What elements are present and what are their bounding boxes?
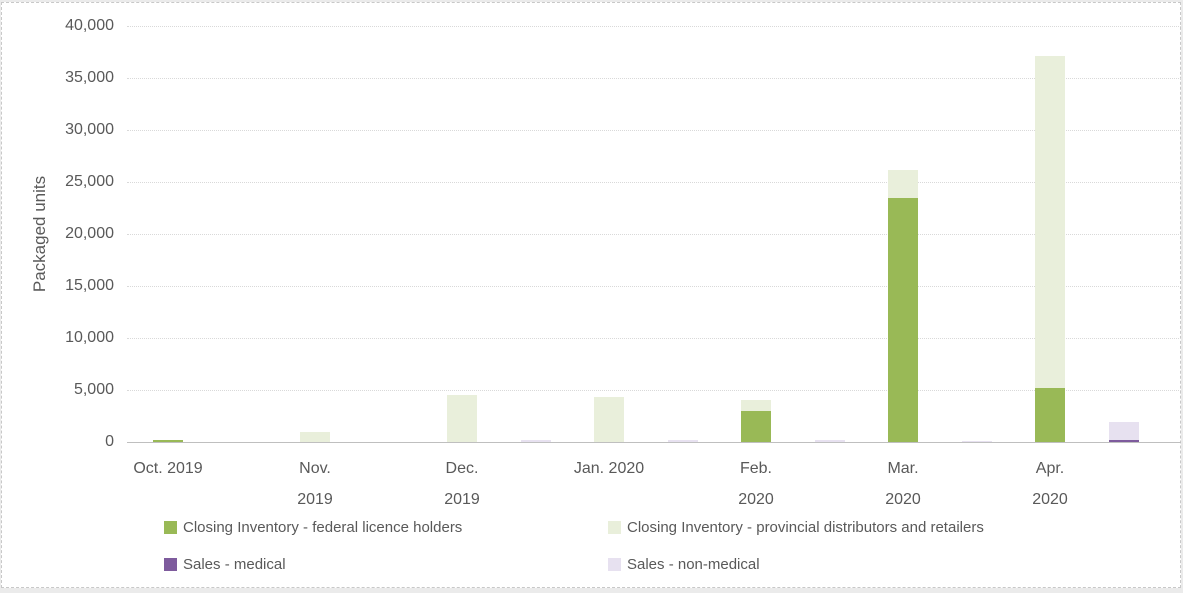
x-tick-label: Jan. 2020 (573, 460, 645, 477)
y-tick-label: 25,000 (65, 173, 114, 190)
bar-segment-closing-inventory-provincial-distributors-and-retailers (741, 400, 771, 411)
legend-swatch-sales-non-medical (608, 557, 621, 571)
legend-label-sales-non-medical: Sales - non-medical (627, 555, 760, 573)
bar-segment-sales-medical (1109, 439, 1139, 442)
bar-segment-closing-inventory-federal-licence-holders (1035, 387, 1065, 442)
bar-segment-sales-non-medical (815, 439, 845, 442)
x-tick-label: Nov. 2019 (297, 460, 333, 508)
y-tick-label: 10,000 (65, 329, 114, 346)
bar-segment-closing-inventory-provincial-distributors-and-retailers (300, 432, 330, 442)
legend-item-closing-inventory-federal: Closing Inventory - federal licence hold… (164, 516, 608, 538)
x-axis-line (127, 442, 1181, 443)
gridline (127, 26, 1181, 27)
bar-segment-closing-inventory-federal-licence-holders (888, 197, 918, 442)
x-tick-label: Apr. 2020 (1032, 460, 1068, 508)
bar-segment-closing-inventory-provincial-distributors-and-retailers (594, 397, 624, 442)
legend-label-closing-inventory-federal: Closing Inventory - federal licence hold… (183, 518, 463, 536)
legend-label-sales-medical: Sales - medical (183, 555, 286, 573)
bar-segment-closing-inventory-provincial-distributors-and-retailers (1035, 56, 1065, 388)
bar-segment-sales-non-medical (1109, 422, 1139, 440)
legend-label-closing-inventory-provincial: Closing Inventory - provincial distribut… (627, 518, 984, 536)
gridline (127, 234, 1181, 235)
gridline (127, 182, 1181, 183)
gridline (127, 286, 1181, 287)
bar-segment-closing-inventory-provincial-distributors-and-retailers (888, 169, 918, 198)
y-tick-label: 35,000 (65, 69, 114, 86)
bar-segment-sales-non-medical (668, 439, 698, 442)
y-tick-label: 20,000 (65, 225, 114, 242)
y-tick-label: 0 (105, 433, 114, 450)
legend-swatch-closing-inventory-provincial (608, 520, 621, 534)
y-tick-label: 15,000 (65, 277, 114, 294)
legend-swatch-sales-medical (164, 557, 177, 571)
legend-item-sales-non-medical: Sales - non-medical (608, 553, 984, 575)
bar-segment-closing-inventory-federal-licence-holders (153, 440, 183, 442)
y-tick-label: 40,000 (65, 17, 114, 34)
gridline (127, 78, 1181, 79)
x-tick-label: Mar. 2020 (885, 460, 921, 508)
x-tick-label: Feb. 2020 (738, 460, 774, 508)
legend-item-closing-inventory-provincial: Closing Inventory - provincial distribut… (608, 516, 984, 538)
bar-segment-sales-non-medical (521, 439, 551, 442)
bar-segment-closing-inventory-provincial-distributors-and-retailers (447, 394, 477, 442)
x-tick-label: Oct. 2019 (133, 460, 203, 477)
bar-segment-closing-inventory-federal-licence-holders (741, 410, 771, 442)
legend-item-sales-medical: Sales - medical (164, 553, 608, 575)
y-tick-label: 5,000 (73, 381, 114, 398)
bar-segment-sales-non-medical (962, 440, 992, 442)
gridline (127, 338, 1181, 339)
legend: Closing Inventory - federal licence hold… (164, 516, 984, 575)
x-tick-label: Dec. 2019 (444, 460, 480, 508)
gridline (127, 390, 1181, 391)
plot-area (127, 26, 1181, 443)
gridline (127, 130, 1181, 131)
legend-swatch-closing-inventory-federal (164, 520, 177, 534)
y-tick-label: 30,000 (65, 121, 114, 138)
